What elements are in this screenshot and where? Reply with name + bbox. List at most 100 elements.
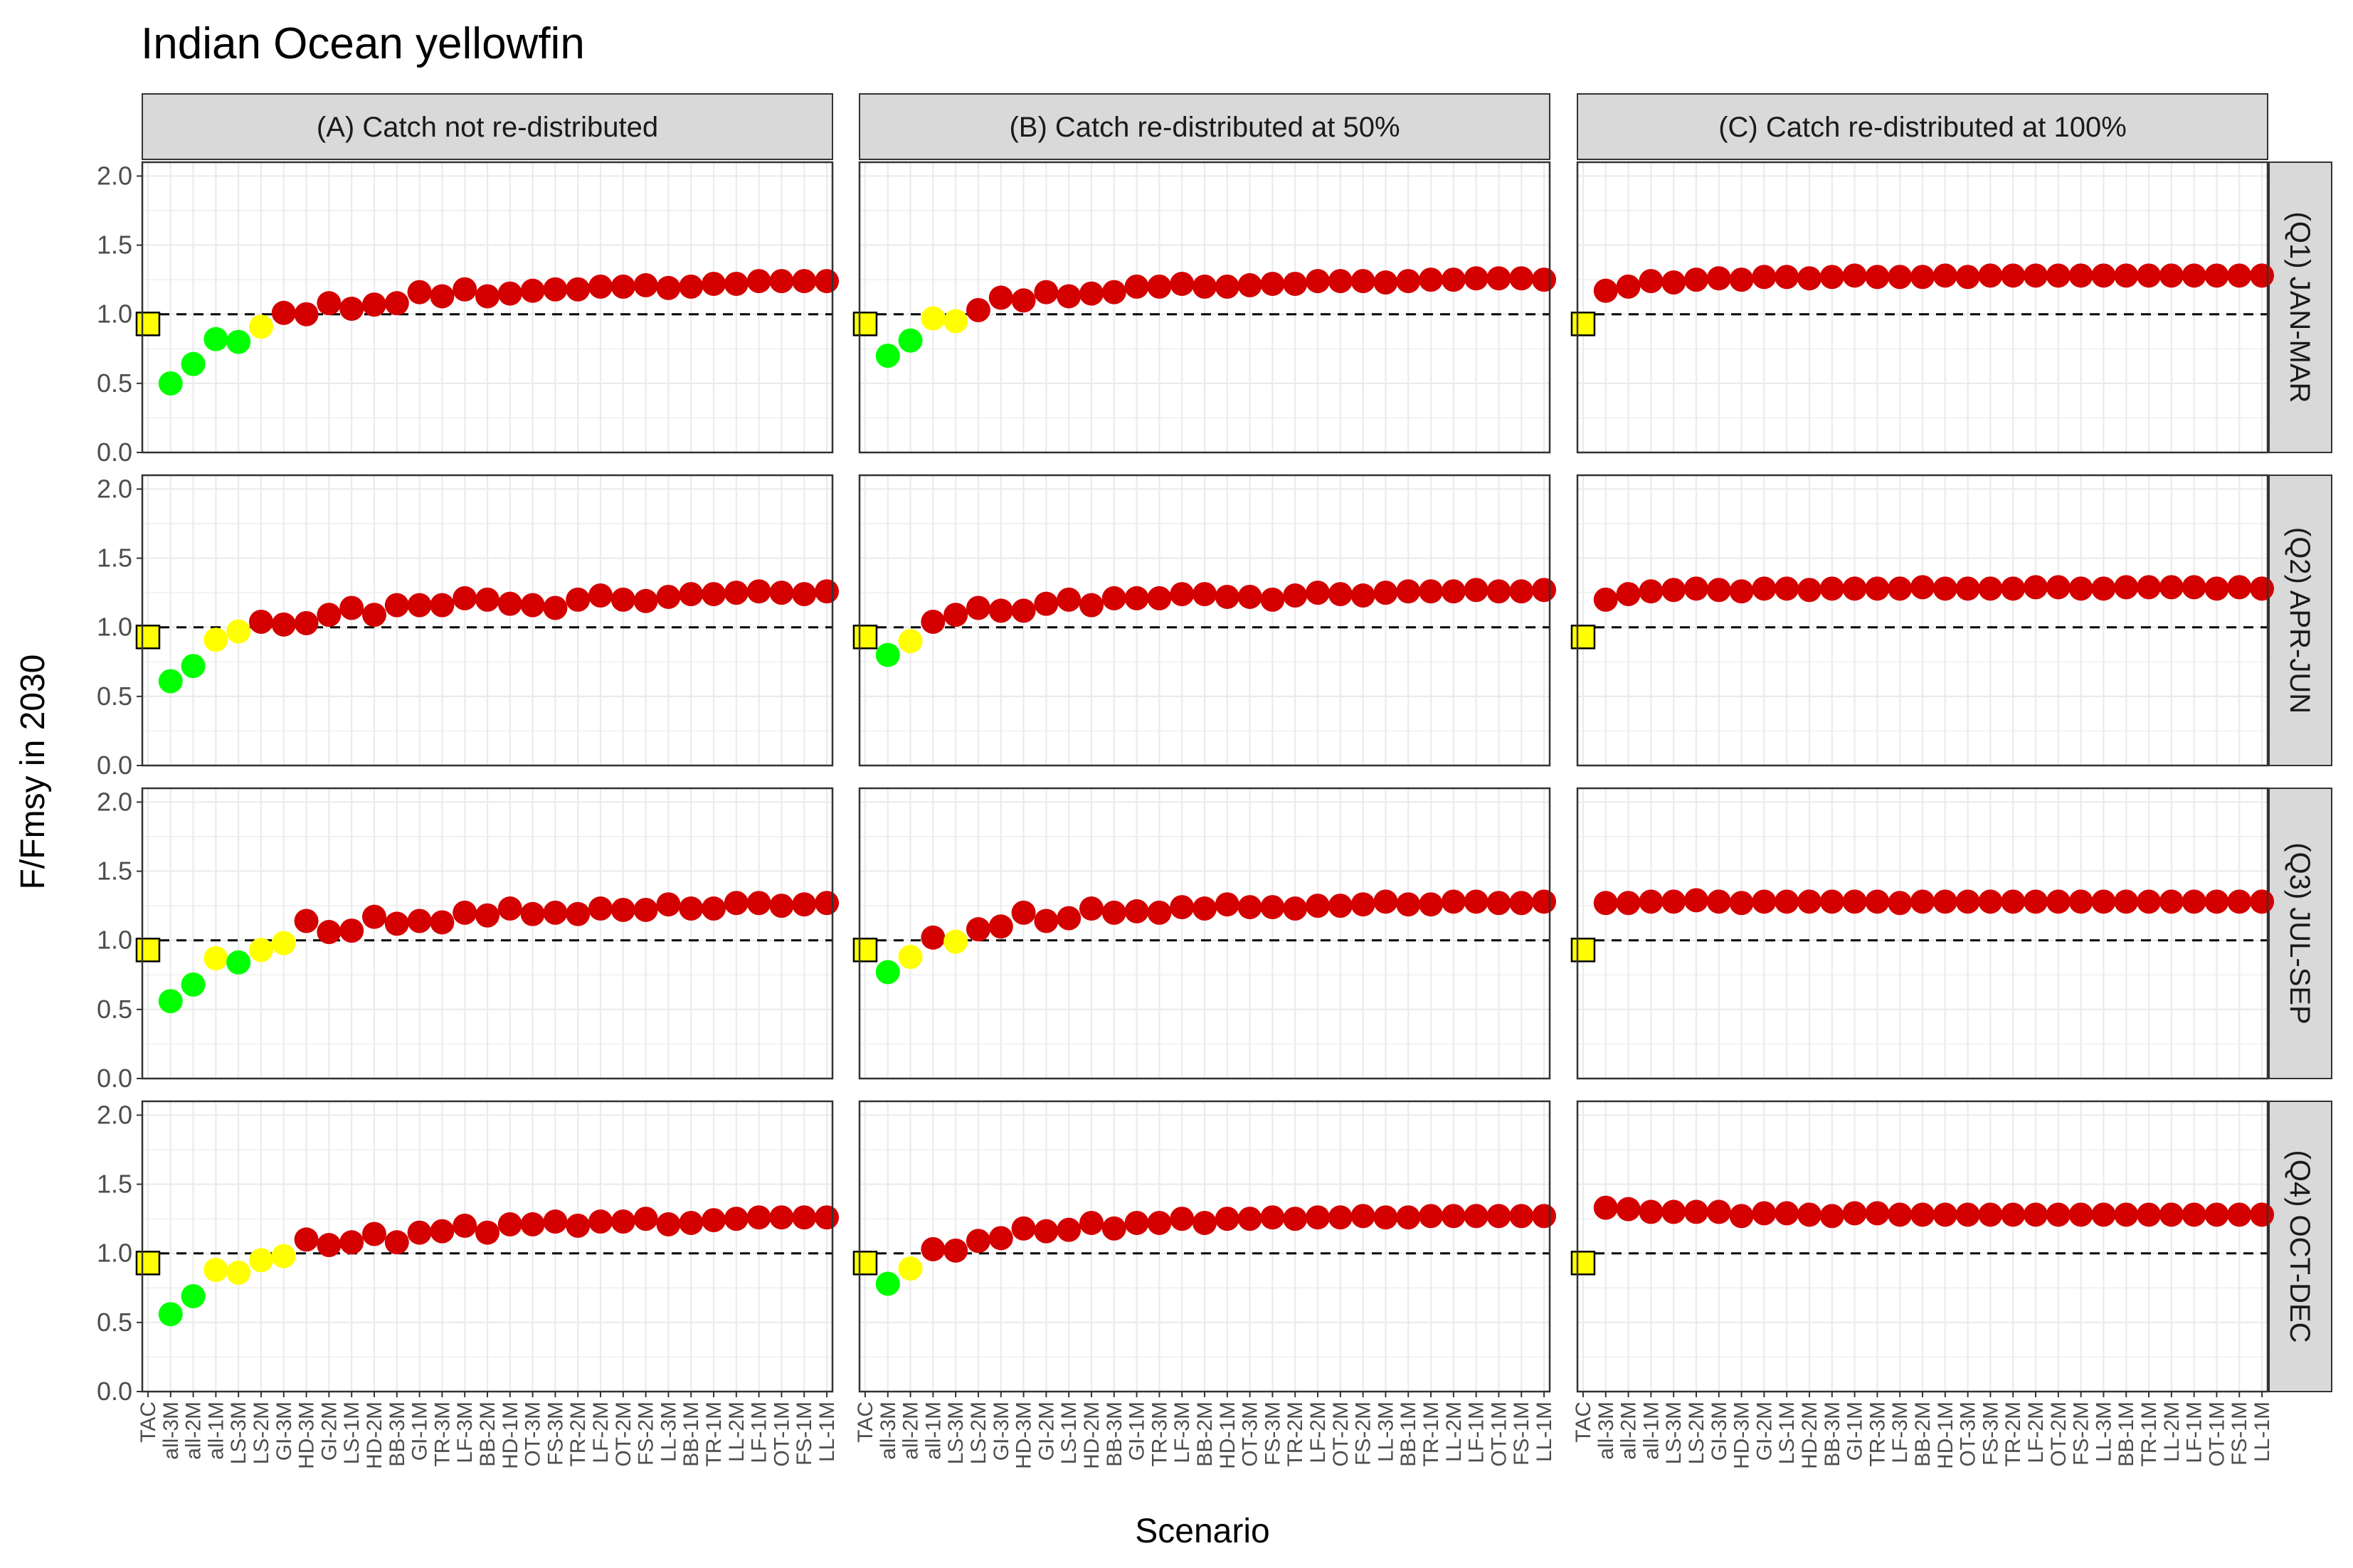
scenario-point <box>2068 1202 2093 1227</box>
y-tick-label: 2.0 <box>97 474 132 503</box>
panel <box>852 474 1557 767</box>
scenario-point <box>543 277 568 302</box>
scenario-point <box>384 593 409 618</box>
scenario-point <box>1147 274 1172 299</box>
tac-point <box>1570 938 1596 963</box>
scenario-point <box>2204 576 2229 601</box>
scenario-point <box>361 904 386 929</box>
scenario-point <box>1034 1219 1059 1244</box>
x-tick-label: all-1M <box>1639 1402 1663 1460</box>
scenario-point <box>943 603 968 627</box>
scenario-point <box>943 1238 968 1263</box>
x-tick-label: OT-3M <box>522 1402 545 1467</box>
scenario-point <box>943 929 968 954</box>
scenario-point <box>1729 891 1754 916</box>
scenario-point <box>2137 1202 2162 1227</box>
scenario-point <box>1775 265 1799 290</box>
scenario-point <box>1509 579 1534 604</box>
x-tick-label: all-1M <box>921 1402 945 1460</box>
x-tick-label: LS-2M <box>967 1402 990 1464</box>
panel-border <box>1576 161 2269 454</box>
scenario-point <box>497 1212 522 1236</box>
x-tick-label: HD-2M <box>1080 1402 1104 1469</box>
y-tick-label: 0.5 <box>97 995 132 1024</box>
scenario-point <box>1237 1207 1262 1231</box>
scenario-point <box>792 582 817 607</box>
x-tick-label: TAC <box>137 1402 160 1443</box>
x-tick-label: LS-1M <box>1775 1402 1799 1464</box>
scenario-point <box>2137 575 2162 600</box>
scenario-point <box>1283 271 1308 296</box>
scenario-point <box>1661 1199 1686 1224</box>
scenario-point <box>2227 1202 2252 1227</box>
y-tick-label: 2.0 <box>97 1100 132 1129</box>
scenario-point <box>1593 587 1618 612</box>
scenario-point <box>1011 598 1036 623</box>
scenario-point <box>815 891 840 916</box>
scenario-point <box>497 281 522 306</box>
x-tick-label: BB-3M <box>386 1402 409 1467</box>
x-tick-label: FS-2M <box>635 1402 658 1466</box>
scenario-point <box>158 1302 183 1327</box>
scenario-point <box>1752 889 1777 914</box>
tac-point <box>852 1251 878 1276</box>
scenario-point <box>1775 576 1799 601</box>
scenario-point <box>1661 270 1686 295</box>
x-tick-label: OT-1M <box>770 1402 793 1467</box>
scenario-point <box>339 1230 364 1255</box>
scenario-point <box>1639 1199 1664 1224</box>
scenario-point <box>1865 265 1890 290</box>
scenario-point <box>815 269 840 294</box>
scenario-point <box>1955 576 1980 601</box>
scenario-point <box>384 291 409 316</box>
panel-border <box>1576 474 2269 767</box>
scenario-point <box>1842 889 1867 914</box>
scenario-point <box>226 329 251 354</box>
scenario-point <box>1842 263 1867 288</box>
scenario-point <box>1978 889 2003 914</box>
scenario-point <box>1350 269 1375 294</box>
x-tick-label: OT-2M <box>2047 1402 2071 1467</box>
scenario-point <box>1306 581 1331 605</box>
scenario-point <box>1011 900 1036 925</box>
scenario-point <box>248 1248 273 1273</box>
scenario-point <box>921 609 946 634</box>
scenario-point <box>679 274 704 299</box>
scenario-point <box>2137 889 2162 914</box>
x-tick-label: TR-3M <box>430 1402 454 1467</box>
scenario-point <box>1593 1195 1618 1220</box>
scenario-point <box>566 901 591 926</box>
scenario-point <box>1350 1204 1375 1229</box>
scenario-point <box>1706 889 1731 914</box>
scenario-point <box>520 901 545 926</box>
panel <box>135 161 840 454</box>
scenario-point <box>966 1229 990 1254</box>
x-tick-label: LL-3M <box>657 1402 680 1462</box>
scenario-point <box>988 1226 1013 1251</box>
scenario-point <box>2001 576 2026 601</box>
scenario-point <box>181 972 206 997</box>
scenario-point <box>2068 263 2093 288</box>
x-tick-label: TR-2M <box>2002 1402 2025 1467</box>
scenario-point <box>361 1222 386 1246</box>
x-tick-label: LL-2M <box>725 1402 749 1462</box>
scenario-point <box>2182 889 2206 914</box>
scenario-point <box>1910 575 1935 600</box>
scenario-point <box>1034 280 1059 304</box>
y-tick-label: 0.5 <box>97 682 132 711</box>
scenario-point <box>1932 1202 1957 1227</box>
scenario-point <box>271 1244 296 1268</box>
x-tick-label: LF-1M <box>748 1402 771 1463</box>
x-tick-label: BB-3M <box>1103 1402 1126 1467</box>
scenario-point <box>1978 1202 2003 1227</box>
chart-title: Indian Ocean yellowfin <box>141 19 585 68</box>
scenario-point <box>158 371 183 396</box>
scenario-point <box>2137 263 2162 288</box>
row-strip-label: (Q1) JAN-MAR <box>2284 212 2315 403</box>
x-tick-label: LL-1M <box>2251 1402 2274 1462</box>
scenario-point <box>1819 889 1844 914</box>
x-tick-label: TR-2M <box>1284 1402 1307 1467</box>
row-strip <box>2268 788 2332 1079</box>
x-tick-label: BB-2M <box>1911 1402 1935 1467</box>
scenario-point <box>520 278 545 303</box>
